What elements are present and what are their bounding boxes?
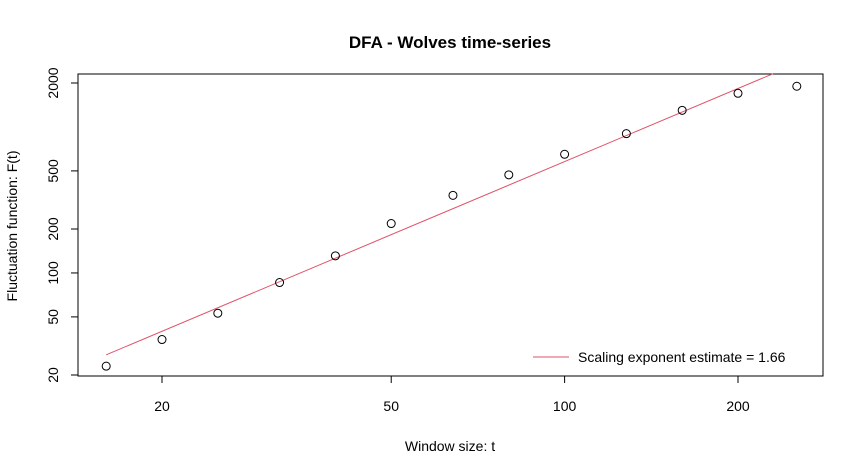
legend: Scaling exponent estimate = 1.66 bbox=[533, 349, 786, 365]
data-point bbox=[504, 170, 514, 180]
x-tick-label: 50 bbox=[383, 398, 399, 414]
y-tick-label: 100 bbox=[45, 261, 61, 285]
data-point bbox=[213, 308, 223, 318]
y-axis-label: Fluctuation function: F(t) bbox=[4, 151, 20, 302]
data-point bbox=[677, 105, 687, 115]
fit-line bbox=[105, 72, 775, 356]
x-axis-label: Window size: t bbox=[405, 438, 495, 454]
y-tick-label: 50 bbox=[45, 309, 61, 325]
data-point bbox=[448, 190, 458, 200]
data-point bbox=[386, 219, 396, 229]
x-tick-label: 200 bbox=[726, 398, 750, 414]
y-tick-label: 2000 bbox=[45, 67, 61, 98]
plot-content bbox=[101, 72, 802, 371]
legend-label: Scaling exponent estimate = 1.66 bbox=[578, 349, 786, 365]
data-point bbox=[621, 129, 631, 139]
plot-frame bbox=[77, 73, 824, 377]
data-point bbox=[792, 81, 802, 91]
y-tick-label: 200 bbox=[45, 217, 61, 241]
y-axis: 20 50 100 200 500 2000 bbox=[45, 67, 79, 383]
x-axis: 20 50 100 200 bbox=[154, 375, 750, 414]
x-tick-label: 20 bbox=[154, 398, 170, 414]
x-tick-label: 100 bbox=[553, 398, 577, 414]
data-point bbox=[275, 278, 285, 288]
y-tick-label: 500 bbox=[45, 159, 61, 183]
data-point bbox=[157, 335, 167, 345]
y-tick-label: 20 bbox=[45, 367, 61, 383]
data-point bbox=[733, 88, 743, 98]
chart-title: DFA - Wolves time-series bbox=[349, 33, 551, 52]
data-point bbox=[330, 251, 340, 261]
data-point bbox=[101, 361, 111, 371]
data-point bbox=[560, 149, 570, 159]
